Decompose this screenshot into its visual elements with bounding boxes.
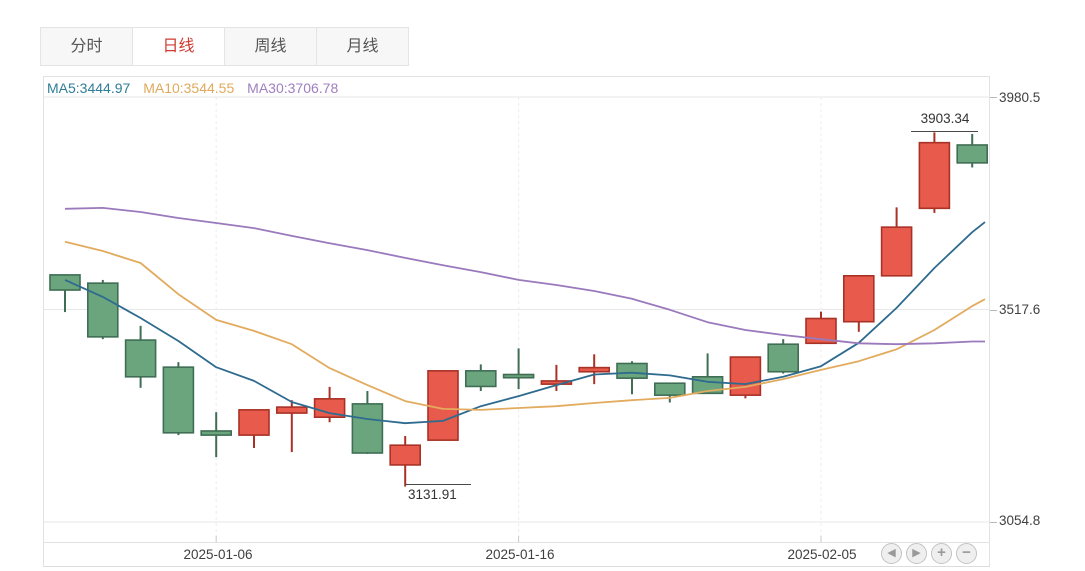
candle-body <box>389 444 422 466</box>
candle[interactable] <box>276 400 308 453</box>
candle[interactable] <box>729 356 762 399</box>
tab-monthly[interactable]: 月线 <box>316 27 409 66</box>
x-axis: 2025-01-06 2025-01-16 2025-02-05 <box>43 543 990 567</box>
tab-weekly[interactable]: 周线 <box>224 27 317 66</box>
ma-line-ma5 <box>64 221 986 425</box>
candle-body <box>578 366 611 373</box>
candle-body <box>729 356 762 396</box>
candle-body <box>276 406 308 414</box>
zoom-out-button[interactable]: − <box>956 543 977 564</box>
candle[interactable] <box>540 364 573 392</box>
candle-body <box>616 362 648 379</box>
candle-body <box>842 275 875 323</box>
candle[interactable] <box>502 348 535 390</box>
candle-body <box>540 380 573 385</box>
scroll-left-button[interactable]: ◀ <box>881 543 902 564</box>
candle-body <box>351 403 384 454</box>
scroll-right-button[interactable]: ▶ <box>906 543 927 564</box>
ma-line-ma10 <box>64 240 986 411</box>
candle-body <box>653 382 686 396</box>
candlestick-plot <box>43 76 990 543</box>
ma10-value-label: MA10:3544.55 <box>143 80 235 96</box>
low-price-annotation-line <box>405 484 471 485</box>
candle[interactable] <box>918 132 951 213</box>
y-tick <box>990 310 997 311</box>
candle-body <box>767 343 800 373</box>
candle[interactable] <box>578 354 611 385</box>
candle[interactable] <box>691 353 724 395</box>
y-tick <box>990 97 997 98</box>
ma-legend: MA5:3444.97 MA10:3544.55 MA30:3706.78 <box>47 80 347 96</box>
x-axis-date-1: 2025-01-06 <box>183 547 253 562</box>
candle[interactable] <box>238 409 270 448</box>
candle-body <box>162 366 195 434</box>
candle[interactable] <box>616 361 648 395</box>
candle-body <box>238 409 270 436</box>
y-axis-label-top: 3980.5 <box>999 90 1041 105</box>
y-tick <box>990 522 997 523</box>
candle-body <box>918 141 951 210</box>
candle[interactable] <box>124 325 157 388</box>
tab-timeshare[interactable]: 分时 <box>40 27 133 66</box>
tab-daily[interactable]: 日线 <box>132 27 225 66</box>
high-price-annotation-line <box>911 131 978 132</box>
candle[interactable] <box>767 339 800 374</box>
candle[interactable] <box>313 386 346 423</box>
candle[interactable] <box>351 391 384 454</box>
candle-body <box>880 226 913 277</box>
period-tabbar: 分时 日线 周线 月线 <box>40 27 409 66</box>
candle[interactable] <box>200 412 232 458</box>
ma30-value-label: MA30:3706.78 <box>247 80 339 96</box>
candle-body <box>427 370 459 441</box>
x-axis-date-3: 2025-02-05 <box>787 547 857 562</box>
candle[interactable] <box>49 274 81 313</box>
candle-body <box>124 339 157 378</box>
low-price-annotation: 3131.91 <box>408 487 457 502</box>
candle-body <box>200 430 232 436</box>
candle[interactable] <box>162 362 195 436</box>
candle[interactable] <box>880 207 913 277</box>
x-axis-date-2: 2025-01-16 <box>485 547 555 562</box>
high-price-annotation: 3903.34 <box>920 111 970 126</box>
candle[interactable] <box>956 133 989 168</box>
candle-body <box>956 144 989 164</box>
chart-nav: ◀ ▶ + − <box>881 543 977 564</box>
candle[interactable] <box>464 364 497 392</box>
y-axis-label-bottom: 3054.8 <box>999 513 1041 528</box>
candle[interactable] <box>389 436 422 487</box>
ma-line-ma30 <box>64 206 985 346</box>
candle[interactable] <box>842 275 875 332</box>
candle[interactable] <box>86 279 119 340</box>
candle[interactable] <box>653 382 686 403</box>
plot-border <box>43 76 990 543</box>
y-axis-label-middle: 3517.6 <box>999 302 1041 317</box>
candle-body <box>464 370 497 388</box>
chart-area[interactable] <box>43 76 990 543</box>
zoom-in-button[interactable]: + <box>931 543 952 564</box>
candle-body <box>502 373 535 379</box>
ma5-value-label: MA5:3444.97 <box>47 80 131 96</box>
candle-body <box>49 274 81 291</box>
candle[interactable] <box>427 370 459 441</box>
